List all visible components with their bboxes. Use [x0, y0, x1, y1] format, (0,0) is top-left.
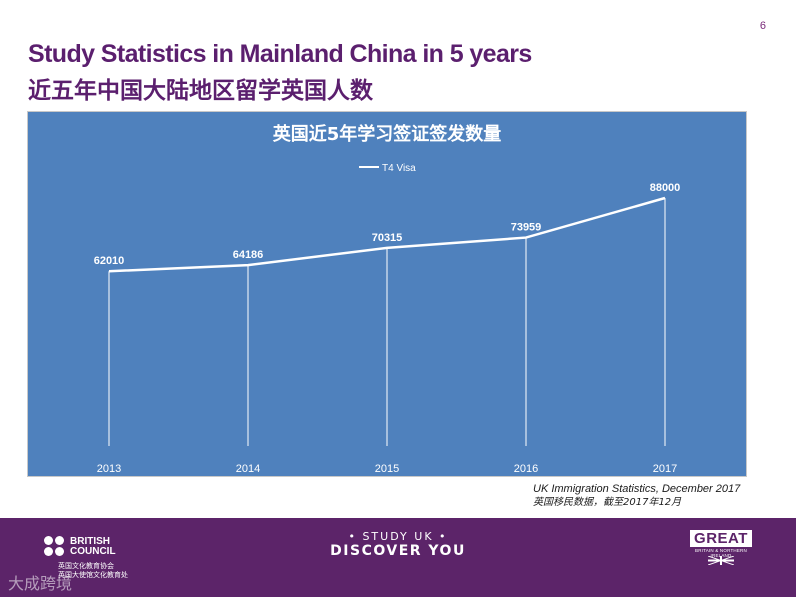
data-labels: 62010 64186 70315 73959 88000 [94, 182, 681, 267]
x-axis-labels: 2013 2014 2015 2016 2017 [97, 463, 677, 475]
data-label-2014: 64186 [233, 249, 264, 261]
great-subtitle: BRITAIN & NORTHERN IRELAND [695, 548, 747, 558]
british-council-text: BRITISH COUNCIL [70, 537, 116, 557]
x-tick-label-2015: 2015 [375, 463, 399, 475]
source-note: UK Immigration Statistics, December 2017… [533, 483, 740, 509]
drop-lines [108, 198, 666, 446]
series-line-t4-visa [108, 196, 666, 273]
x-tick-label-2017: 2017 [653, 463, 677, 475]
chart-title: 英国近5年学习签证签发数量 [272, 123, 502, 145]
watermark: 大成跨境 [8, 574, 73, 593]
footer-bar: BRITISH COUNCIL 英国文化教育协会 英国大使馆文化教育处 • ST… [0, 518, 796, 597]
british-council-logo: BRITISH COUNCIL [44, 535, 124, 559]
page-subtitle: 近五年中国大陆地区留学英国人数 [28, 78, 373, 104]
british-council-dots-icon [44, 536, 66, 558]
bc-zh-line2: 英国大使馆文化教育处 [58, 571, 128, 579]
page-title: Study Statistics in Mainland China in 5 … [28, 40, 532, 68]
x-tick-label-2013: 2013 [97, 463, 121, 475]
page-number: 6 [759, 20, 766, 32]
bc-zh-line1: 英国文化教育协会 [58, 562, 114, 570]
british-council-zh: 英国文化教育协会 英国大使馆文化教育处 [58, 562, 128, 580]
study-uk-tagline: • STUDY UK • [348, 530, 448, 543]
union-flag-icon [708, 556, 734, 565]
x-tick-label-2016: 2016 [514, 463, 538, 475]
x-tick-label-2014: 2014 [236, 463, 260, 475]
source-line-zh: 英国移民数据，截至2017年12月 [533, 497, 682, 508]
line-chart: 英国近5年学习签证签发数量 T4 Visa 62010 64186 70315 739… [27, 111, 747, 477]
great-word: GREAT [690, 530, 752, 547]
bc-text-line1: BRITISH [70, 536, 110, 547]
bc-text-line2: COUNCIL [70, 546, 116, 557]
chart-canvas: 英国近5年学习签证签发数量 T4 Visa 62010 64186 70315 739… [94, 123, 681, 475]
discover-you-tagline: DISCOVER YOU [330, 543, 466, 559]
great-logo: GREAT BRITAIN & NORTHERN IRELAND [690, 530, 752, 565]
data-label-2016: 73959 [511, 222, 542, 234]
legend-label: T4 Visa [382, 163, 416, 174]
data-label-2017: 88000 [650, 182, 681, 194]
data-label-2013: 62010 [94, 255, 125, 267]
data-label-2015: 70315 [372, 232, 403, 244]
source-line-en: UK Immigration Statistics, December 2017 [533, 483, 741, 495]
